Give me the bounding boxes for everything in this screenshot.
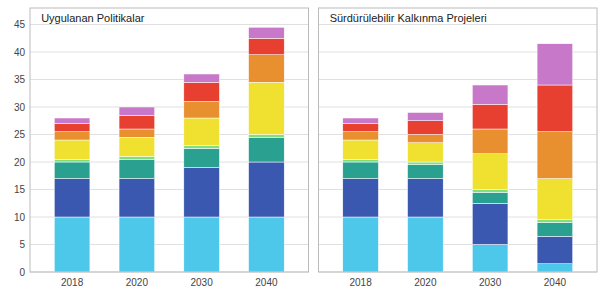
bar-segment bbox=[184, 168, 220, 218]
bar-segment bbox=[408, 113, 444, 121]
bar-segment bbox=[119, 129, 155, 137]
panel-title: Sürdürülebilir Kalkınma Projeleri bbox=[330, 12, 487, 24]
grid-line bbox=[319, 24, 598, 25]
y-tick-label: 30 bbox=[14, 102, 26, 113]
bar-segment bbox=[343, 132, 379, 140]
panel: 0 5 10 15 20 25 30 35 40 45 2018 2020 2030 2040 Uygula… bbox=[14, 8, 309, 288]
plot-frame bbox=[30, 8, 309, 272]
bar-segment bbox=[343, 159, 379, 162]
bar-segment bbox=[537, 264, 573, 272]
bar-segment bbox=[184, 217, 220, 272]
bar-segment bbox=[408, 143, 444, 162]
y-tick-label: 40 bbox=[14, 47, 26, 58]
x-tick-label: 2020 bbox=[414, 277, 437, 288]
bar-segment bbox=[119, 217, 155, 272]
bar-segment bbox=[184, 118, 220, 146]
bar-segment bbox=[184, 148, 220, 167]
bar-segment bbox=[119, 159, 155, 178]
y-tick-label: 25 bbox=[14, 129, 26, 140]
bar-segment bbox=[54, 118, 90, 124]
y-tick-label: 35 bbox=[14, 74, 26, 85]
bar-segment bbox=[184, 82, 220, 101]
plot-frame bbox=[319, 8, 598, 272]
bars bbox=[54, 27, 284, 272]
bar-segment bbox=[537, 85, 573, 132]
bar-segment bbox=[54, 217, 90, 272]
bar-segment bbox=[537, 132, 573, 179]
x-tick-label: 2040 bbox=[255, 277, 278, 288]
bar-segment bbox=[472, 104, 508, 129]
x-tick-label: 2030 bbox=[191, 277, 214, 288]
bar-segment bbox=[54, 132, 90, 140]
bar-segment bbox=[249, 38, 285, 55]
bar-segment bbox=[537, 223, 573, 237]
bar-segment bbox=[119, 157, 155, 160]
bar-segment bbox=[408, 121, 444, 135]
bar-segment bbox=[472, 154, 508, 190]
x-tick-label: 2018 bbox=[61, 277, 84, 288]
chart-root: 0 5 10 15 20 25 30 35 40 45 2018 2020 2030 2040 Uygula… bbox=[0, 0, 605, 294]
bar-segment bbox=[472, 190, 508, 193]
bar-segment bbox=[184, 102, 220, 119]
bar-segment bbox=[249, 217, 285, 272]
bar-segment bbox=[343, 179, 379, 218]
bar-segment bbox=[249, 27, 285, 38]
bar-segment bbox=[472, 129, 508, 154]
bar-segment bbox=[184, 74, 220, 82]
grid-line bbox=[30, 24, 309, 25]
bar-segment bbox=[343, 162, 379, 179]
bar-segment bbox=[119, 179, 155, 218]
bar-segment bbox=[408, 217, 444, 272]
x-tick-label: 2020 bbox=[126, 277, 149, 288]
bar-segment bbox=[54, 159, 90, 162]
bar-segment bbox=[249, 82, 285, 134]
y-tick-label: 5 bbox=[19, 239, 25, 250]
x-tick-label: 2030 bbox=[479, 277, 502, 288]
bar-segment bbox=[343, 118, 379, 124]
bar-segment bbox=[537, 179, 573, 220]
bar-segment bbox=[472, 85, 508, 104]
bar-segment bbox=[472, 203, 508, 244]
y-tick-label: 10 bbox=[14, 212, 26, 223]
bar-segment bbox=[408, 179, 444, 218]
bar-segment bbox=[119, 137, 155, 156]
bars bbox=[343, 44, 573, 272]
bar-segment bbox=[54, 179, 90, 218]
bar-segment bbox=[249, 162, 285, 217]
bar-segment bbox=[54, 124, 90, 132]
bar-segment bbox=[408, 135, 444, 143]
bar-segment bbox=[119, 115, 155, 129]
bar-segment bbox=[343, 217, 379, 272]
bar-segment bbox=[249, 137, 285, 162]
panel-title: Uygulanan Politikalar bbox=[41, 12, 145, 24]
bar-segment bbox=[537, 220, 573, 223]
bar-segment bbox=[54, 140, 90, 159]
bar-segment bbox=[184, 146, 220, 149]
x-tick-label: 2018 bbox=[349, 277, 372, 288]
y-tick-label: 20 bbox=[14, 157, 26, 168]
y-tick-label: 0 bbox=[19, 267, 25, 278]
bar-segment bbox=[249, 135, 285, 138]
bar-segment bbox=[408, 165, 444, 179]
bar-segment bbox=[54, 162, 90, 179]
bar-segment bbox=[408, 162, 444, 165]
bar-segment bbox=[119, 107, 155, 115]
bar-segment bbox=[537, 44, 573, 85]
y-tick-label: 45 bbox=[14, 19, 26, 30]
y-tick-label: 15 bbox=[14, 184, 26, 195]
bar-segment bbox=[472, 245, 508, 273]
bar-segment bbox=[343, 124, 379, 132]
x-tick-label: 2040 bbox=[544, 277, 567, 288]
bar-segment bbox=[343, 140, 379, 159]
panel: 2018 2020 2030 2040 Sürdürülebilir Kalkınma … bbox=[319, 8, 598, 288]
bar-segment bbox=[249, 55, 285, 83]
bar-segment bbox=[537, 236, 573, 264]
bar-segment bbox=[472, 192, 508, 203]
